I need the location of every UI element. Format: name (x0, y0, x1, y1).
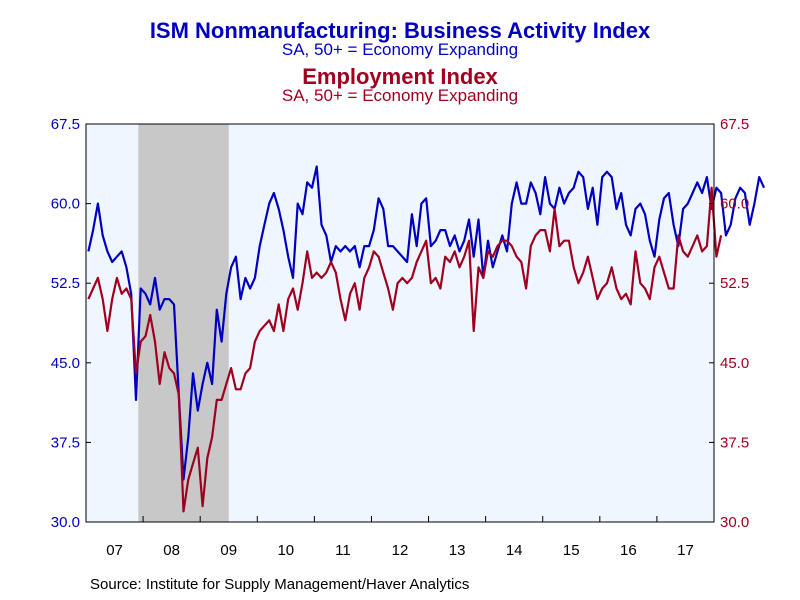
x-tick-label: 15 (563, 542, 580, 559)
x-tick-label: 08 (163, 542, 180, 559)
x-tick-label: 17 (677, 542, 694, 559)
business-activity-line (87, 165, 766, 481)
right-tick-label: 60.0 (720, 196, 749, 213)
right-tick-label: 37.5 (720, 434, 749, 451)
left-tick-label: 52.5 (51, 275, 80, 292)
plot-frame (85, 123, 715, 523)
x-tick-label: 10 (277, 542, 294, 559)
chart-title: ISM Nonmanufacturing: Business Activity … (149, 18, 651, 43)
right-tick-label: 52.5 (720, 275, 749, 292)
x-tick-label: 14 (506, 542, 523, 559)
x-tick-label: 12 (392, 542, 409, 559)
x-tick-label: 11 (335, 542, 351, 559)
left-tick-label: 60.0 (51, 196, 80, 213)
employment-line (87, 186, 723, 513)
right-tick-label: 67.5 (720, 116, 749, 133)
x-tick-label: 09 (220, 542, 237, 559)
x-tick-label: 16 (620, 542, 637, 559)
left-tick-label: 45.0 (51, 355, 80, 372)
chart-title-2: Employment Index (302, 64, 498, 89)
x-tick-label: 07 (106, 542, 123, 559)
source-note: Source: Institute for Supply Management/… (90, 576, 470, 593)
chart-subtitle: SA, 50+ = Economy Expanding (281, 40, 519, 59)
recession-band (138, 124, 229, 522)
right-tick-label: 45.0 (720, 355, 749, 372)
chart-subtitle-2: SA, 50+ = Economy Expanding (281, 86, 519, 105)
right-tick-label: 30.0 (720, 514, 749, 531)
left-tick-label: 67.5 (51, 116, 80, 133)
left-tick-label: 37.5 (51, 434, 80, 451)
left-tick-label: 30.0 (51, 514, 80, 531)
x-tick-label: 13 (449, 542, 466, 559)
